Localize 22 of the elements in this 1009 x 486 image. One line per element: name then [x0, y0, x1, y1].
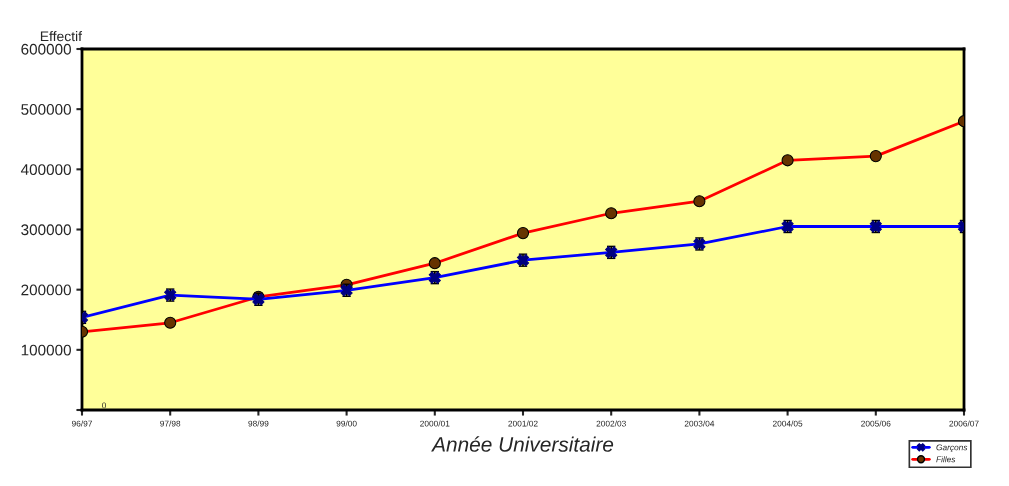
y-tick-label: 100000: [21, 344, 71, 356]
legend-label: Garçons: [936, 444, 968, 452]
y-axis-title: Effectif: [40, 31, 83, 42]
y-tick-label: 500000: [21, 104, 71, 115]
y-tick-label: 400000: [20, 164, 71, 176]
x-tick-label: 2006/07: [949, 420, 979, 427]
y-tick-label: 300000: [21, 224, 71, 236]
x-tick-label: 96/97: [71, 420, 93, 427]
x-tick-label: 97/98: [160, 420, 181, 427]
y-tick-label: 600000: [21, 43, 71, 55]
x-tick-label: 2001/02: [508, 420, 538, 427]
annotation: 0: [102, 402, 107, 409]
x-tick-label: 98/99: [248, 420, 269, 427]
x-tick-label: 2002/03: [596, 420, 626, 427]
x-tick-label: 99/00: [336, 420, 357, 427]
x-tick-label: 2003/04: [684, 420, 715, 427]
x-tick-label: 2000/01: [420, 420, 450, 427]
x-tick-label: 2005/06: [861, 420, 891, 427]
x-tick-label: 2004/05: [772, 420, 803, 427]
x-axis-title: Année Universitaire: [431, 436, 614, 452]
y-tick-label: 200000: [21, 284, 71, 296]
legend-label: Filles: [936, 456, 956, 463]
